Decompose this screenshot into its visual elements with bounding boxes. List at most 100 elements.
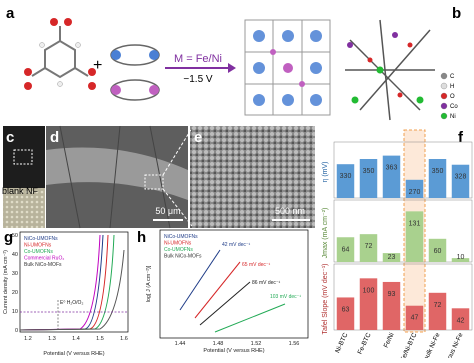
axis-label: Potential (V versus RHE) <box>43 351 104 357</box>
x-tick-label: 1.6 <box>120 336 128 342</box>
y-tick-label: 50 <box>12 233 18 239</box>
panel-label: c <box>6 129 14 146</box>
bar <box>428 238 447 262</box>
panel-b: b CHO Co Ni <box>345 5 461 121</box>
legend-label: Co <box>450 104 458 110</box>
panel-h: h Potential (V versus RHE) Potential (V … <box>137 229 309 354</box>
y-tick-label: 40 <box>12 252 18 258</box>
bar <box>336 237 355 262</box>
legend-label: Commercial RuO₂ <box>24 256 64 262</box>
value-label: 60 <box>434 248 442 255</box>
bar <box>382 281 401 330</box>
scale-bar: 500 nm <box>275 206 305 216</box>
x-tick-label: porous Ni-Fe <box>442 332 464 358</box>
x-tick-label: Fe/Ni <box>383 332 396 349</box>
bar <box>451 308 470 330</box>
legend-dot <box>440 72 448 80</box>
annotation: 65 mV dec⁻¹ <box>242 262 271 268</box>
row-axis-label: Tafel Slope (mV dec⁻¹) <box>322 264 329 335</box>
value-label: 131 <box>409 220 421 227</box>
panel-d: d 50 μm <box>46 125 188 229</box>
panel-f: f η (mV) 330 350 363 270 350 328 Jmax (mA cm⁻²) 6… <box>322 129 473 363</box>
annotation: 103 mV dec⁻¹ <box>270 294 301 300</box>
axis-label: Potential (V versus RHE) <box>203 348 264 354</box>
value-label: 100 <box>363 287 375 294</box>
panel-label: b <box>452 5 461 22</box>
y-tick-label: 20 <box>12 290 18 296</box>
axis-label: Current density (mA cm⁻²) <box>3 250 9 314</box>
bar <box>451 258 470 262</box>
panel-g: g E⁰ H₂O/O₂ Potential (V versus RHE) Cur… <box>3 229 129 357</box>
legend-dot <box>440 102 448 110</box>
x-tick-label: 1.56 <box>289 341 300 347</box>
legend-label: C <box>450 74 455 80</box>
x-tick-label: 1.44 <box>175 341 186 347</box>
row-axis-label: η (mV) <box>322 162 329 183</box>
value-label: 47 <box>411 315 419 322</box>
value-label: 363 <box>386 165 398 172</box>
panel-label: g <box>4 229 13 246</box>
annotation: E⁰ H₂O/O₂ <box>60 300 83 306</box>
row-frame <box>333 199 473 263</box>
value-label: 64 <box>342 246 350 253</box>
value-label: 328 <box>455 174 467 181</box>
bar <box>359 278 378 330</box>
x-tick-label: bulk Ni-Fe <box>423 332 442 358</box>
bar <box>405 305 424 330</box>
photo-label: blank NF <box>2 186 39 196</box>
bar <box>405 211 424 262</box>
legend-dot <box>440 112 448 120</box>
value-label: 42 <box>457 317 465 324</box>
legend-label: NiCo-UMOFNs <box>164 234 198 240</box>
panel-label: a <box>6 5 15 22</box>
panel-c: c blank NF <box>2 126 45 228</box>
panel-label: e <box>194 129 202 146</box>
bar <box>336 164 355 198</box>
y-tick-label: 10 <box>12 309 18 315</box>
bar <box>428 292 447 330</box>
legend-label: NiCo-UMOFNs <box>24 236 58 242</box>
value-label: 10 <box>457 254 465 261</box>
legend-label: Ni-UMOFNs <box>164 241 192 247</box>
value-label: 72 <box>434 302 442 309</box>
value-label: 63 <box>342 306 350 313</box>
bar <box>382 253 401 262</box>
legend-label: Co-UMOFNs <box>24 249 53 255</box>
legend-label: O <box>450 94 455 100</box>
bar <box>382 155 401 198</box>
bar <box>359 159 378 198</box>
legend-label: Ni-UMOFNs <box>24 243 52 249</box>
x-tick-label: 1.3 <box>48 336 56 342</box>
x-tick-label: 1.5 <box>96 336 104 342</box>
bar <box>359 234 378 262</box>
scale-bar: 50 μm <box>155 206 180 216</box>
y-tick-label: 30 <box>12 271 18 277</box>
bar <box>336 297 355 330</box>
row-axis-label: Jmax (mA cm⁻²) <box>322 208 329 259</box>
bar <box>405 179 424 198</box>
row-frame <box>333 141 473 199</box>
bar <box>451 164 470 198</box>
value-label: 350 <box>432 168 444 175</box>
bar <box>428 159 447 198</box>
axis-label: log[ J (A cm⁻²)] <box>146 265 152 302</box>
value-label: 350 <box>363 168 375 175</box>
panel-label: d <box>50 129 59 146</box>
value-label: 270 <box>409 189 421 196</box>
panel-label: f <box>458 129 464 146</box>
legend-label: Co-UMOFNs <box>164 247 193 253</box>
legend-dot <box>440 82 448 90</box>
voltage: −1.5 V <box>183 74 213 85</box>
annotation: 86 mV dec⁻¹ <box>252 280 281 286</box>
row-frame <box>333 263 473 331</box>
x-tick-label: Ni-BTC <box>334 332 349 355</box>
plus: + <box>93 57 102 74</box>
legend-dot <box>440 92 448 100</box>
equation: M = Fe/Ni <box>174 53 222 65</box>
value-label: 72 <box>365 243 373 250</box>
value-label: 93 <box>388 291 396 298</box>
panel-a: a + M = Fe/Ni −1.5 V <box>6 5 331 116</box>
value-label: 330 <box>340 173 352 180</box>
legend-label: Ni <box>450 114 456 120</box>
